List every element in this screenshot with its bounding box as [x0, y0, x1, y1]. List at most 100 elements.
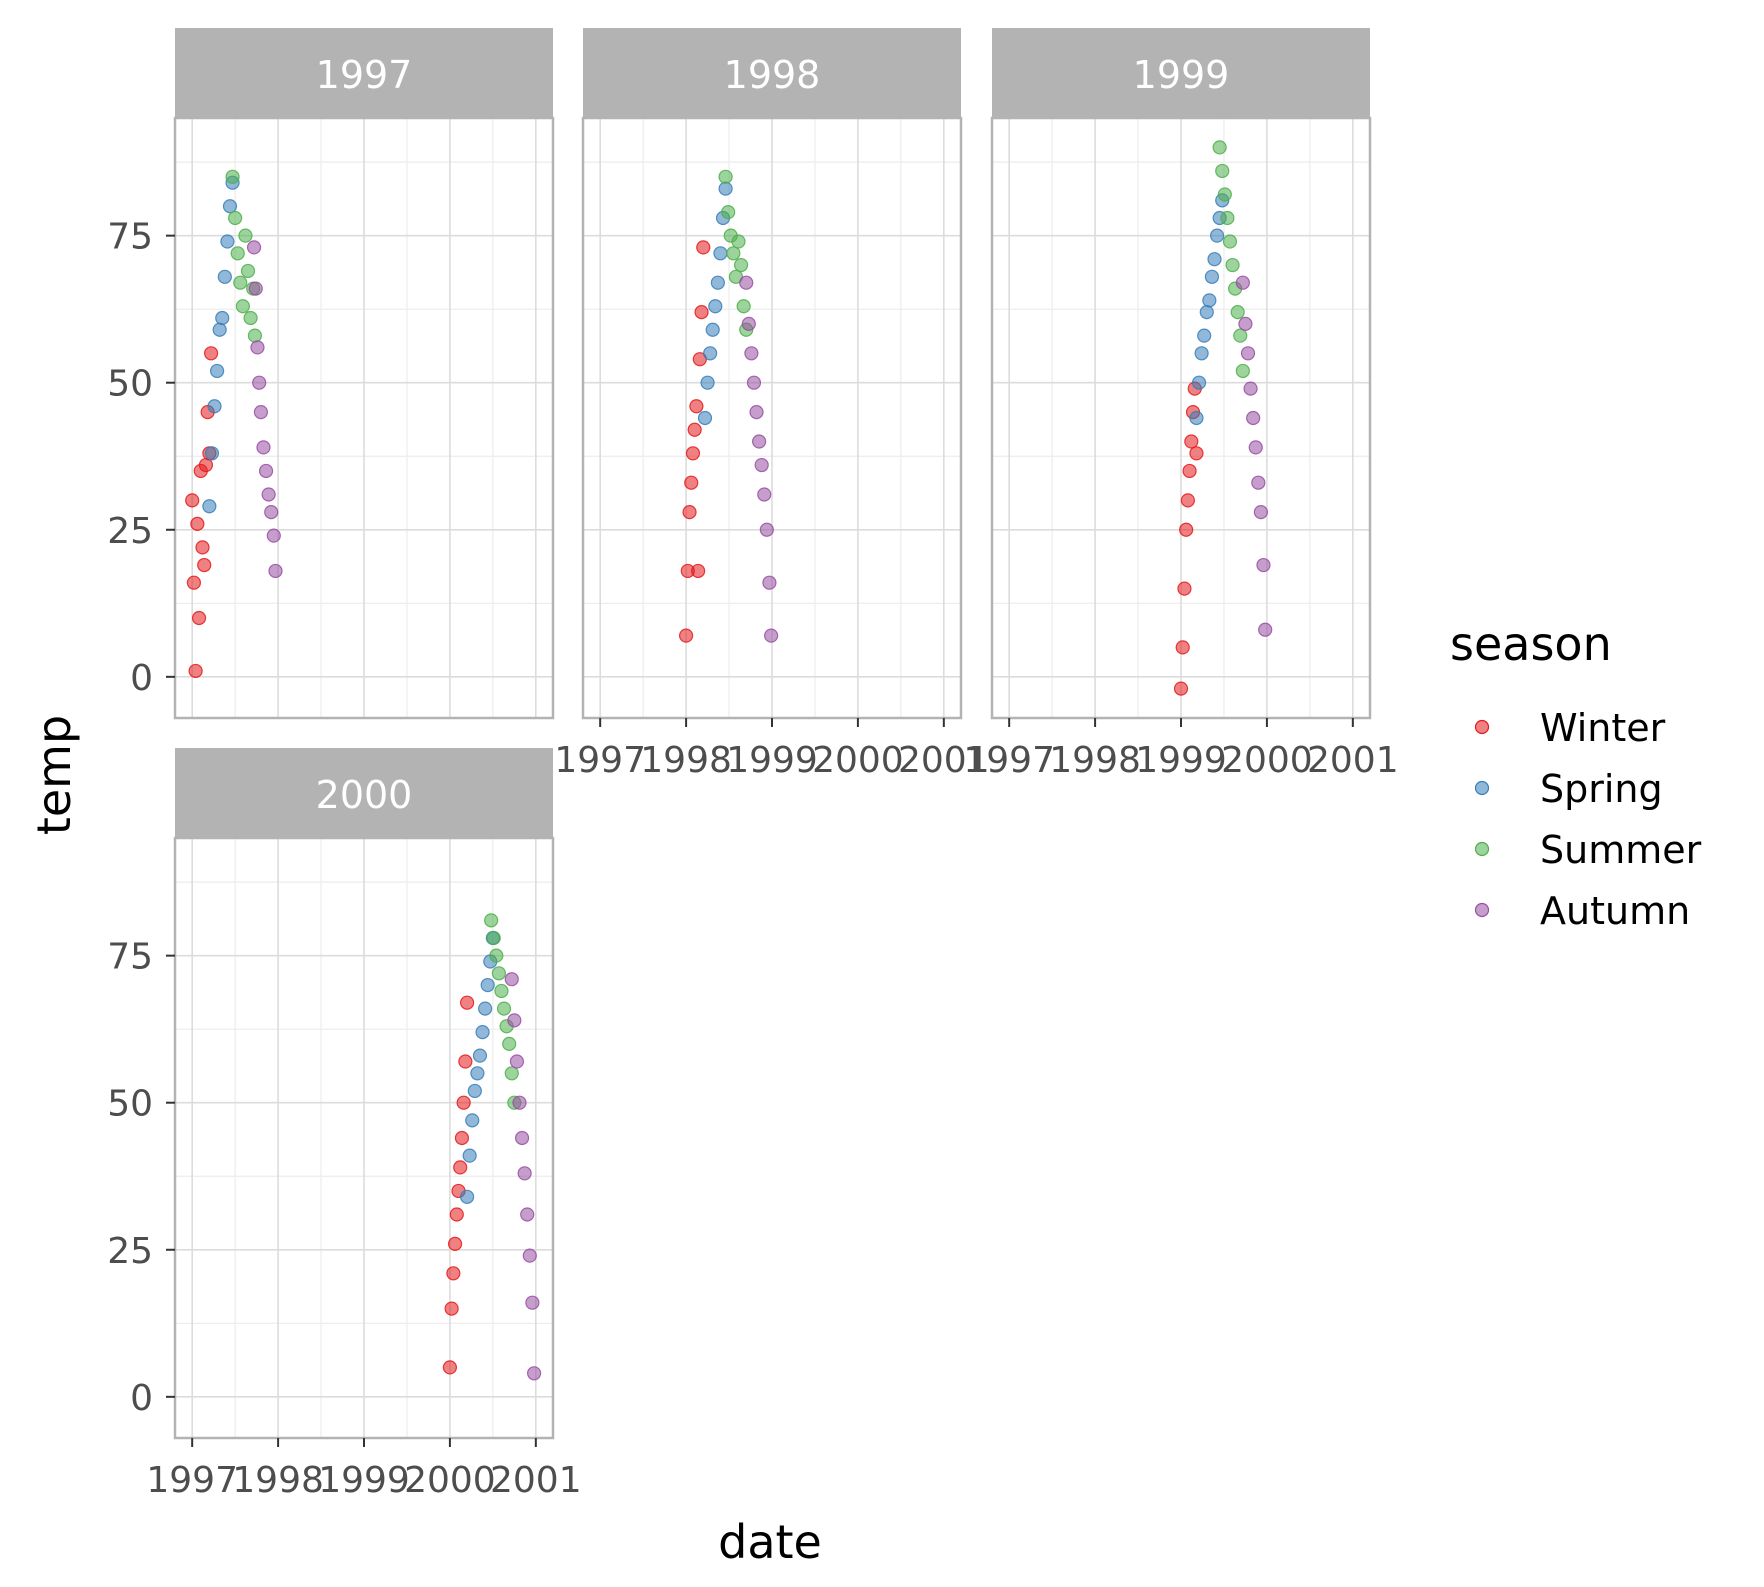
data-point-winter	[684, 475, 699, 490]
data-point-winter	[459, 995, 475, 1010]
facet-panel-1997: 1997 0 25 50 75	[107, 28, 555, 720]
data-point-spring	[472, 1048, 488, 1063]
data-point-autumn	[261, 487, 276, 502]
data-point-summer	[233, 275, 248, 290]
data-point-autumn	[512, 1095, 527, 1110]
data-point-autumn	[246, 240, 262, 255]
facet-strip	[992, 28, 1370, 118]
data-point-autumn	[250, 340, 265, 355]
data-point-autumn	[525, 1295, 540, 1310]
facet-strip-label: 2000	[316, 773, 413, 817]
data-point-winter	[447, 1236, 463, 1251]
data-point-autumn	[759, 522, 774, 537]
data-point-autumn	[526, 1366, 542, 1381]
data-point-spring	[220, 234, 235, 249]
data-point-winter	[453, 1160, 468, 1175]
x-tick-label: 1997	[554, 740, 646, 781]
data-point-spring	[708, 299, 723, 314]
x-tick-label: 2000	[404, 1460, 496, 1501]
data-point-spring	[215, 310, 230, 326]
facet-strip	[175, 748, 553, 838]
data-point-autumn	[520, 1207, 535, 1222]
data-point-winter	[191, 610, 207, 626]
y-tick-label: 25	[107, 1231, 153, 1272]
data-point-winter	[691, 563, 706, 579]
data-point-summer	[731, 234, 746, 249]
data-point-summer	[726, 246, 741, 261]
data-point-winter	[197, 557, 212, 573]
x-tick-label: 1997	[963, 740, 1055, 781]
legend-item-winter: Winter	[1474, 706, 1666, 750]
data-point-autumn	[517, 1166, 532, 1181]
data-point-spring	[1189, 410, 1204, 426]
data-point-spring	[1197, 328, 1212, 343]
data-point-winter	[682, 505, 697, 520]
facet-strip-label: 1999	[1133, 53, 1230, 97]
data-point-winter	[458, 1054, 473, 1069]
legend-label: Spring	[1540, 767, 1663, 811]
data-point-winter	[446, 1266, 461, 1281]
legend-key	[1474, 841, 1490, 857]
data-point-summer	[1220, 210, 1235, 226]
legend-title: season	[1450, 617, 1612, 671]
data-point-winter	[678, 628, 694, 643]
data-point-winter	[1182, 463, 1197, 479]
data-point-summer	[486, 930, 501, 946]
data-point-summer	[494, 983, 509, 999]
data-point-spring	[217, 269, 232, 284]
data-point-spring	[462, 1148, 477, 1163]
data-point-autumn	[507, 1013, 522, 1028]
x-tick-label: 2001	[1307, 740, 1399, 781]
data-point-winter	[203, 346, 219, 361]
data-point-spring	[480, 977, 495, 993]
data-point-autumn	[744, 346, 759, 361]
data-point-summer	[230, 246, 245, 261]
data-point-winter	[456, 1095, 471, 1110]
data-point-summer	[496, 1001, 512, 1016]
data-point-spring	[202, 499, 217, 514]
data-point-spring	[713, 246, 728, 261]
legend: season Winter Spring Summer Autumn	[1450, 617, 1702, 933]
legend-item-spring: Spring	[1474, 767, 1663, 811]
facet-strip-label: 1997	[316, 53, 413, 97]
data-point-spring	[475, 1025, 490, 1040]
data-point-autumn	[746, 375, 762, 390]
data-point-summer	[238, 228, 253, 243]
x-tick-label: 1998	[232, 1460, 324, 1501]
data-point-summer	[1212, 140, 1227, 155]
data-point-summer	[502, 1036, 517, 1051]
data-point-spring	[703, 346, 718, 361]
data-point-autumn	[754, 457, 769, 473]
data-point-autumn	[1238, 316, 1253, 331]
data-point-autumn	[1240, 346, 1256, 361]
data-point-spring	[1207, 252, 1222, 267]
data-point-winter	[188, 663, 203, 679]
data-point-spring	[470, 1066, 485, 1081]
legend-key	[1474, 719, 1490, 735]
data-point-winter	[1179, 522, 1194, 537]
data-point-autumn	[739, 275, 754, 290]
data-point-winter	[685, 446, 701, 461]
data-point-winter	[1173, 681, 1189, 696]
data-point-summer	[736, 299, 751, 314]
legend-label: Summer	[1540, 828, 1702, 872]
x-tick-label: 1997	[146, 1460, 238, 1501]
data-point-autumn	[509, 1054, 525, 1069]
data-point-spring	[1199, 305, 1214, 320]
data-point-winter	[444, 1301, 459, 1316]
y-tick-label: 50	[107, 364, 153, 405]
data-point-autumn	[764, 628, 779, 643]
data-point-winter	[1189, 446, 1204, 461]
data-point-autumn	[762, 575, 777, 590]
data-point-summer	[1215, 163, 1230, 179]
data-point-autumn	[1248, 440, 1263, 455]
data-point-spring	[222, 199, 238, 214]
x-tick-label: 2000	[812, 740, 904, 781]
data-point-spring	[700, 375, 715, 390]
data-point-autumn	[749, 405, 764, 420]
data-point-winter	[694, 305, 709, 320]
data-point-autumn	[1253, 505, 1268, 520]
data-point-summer	[240, 263, 256, 279]
